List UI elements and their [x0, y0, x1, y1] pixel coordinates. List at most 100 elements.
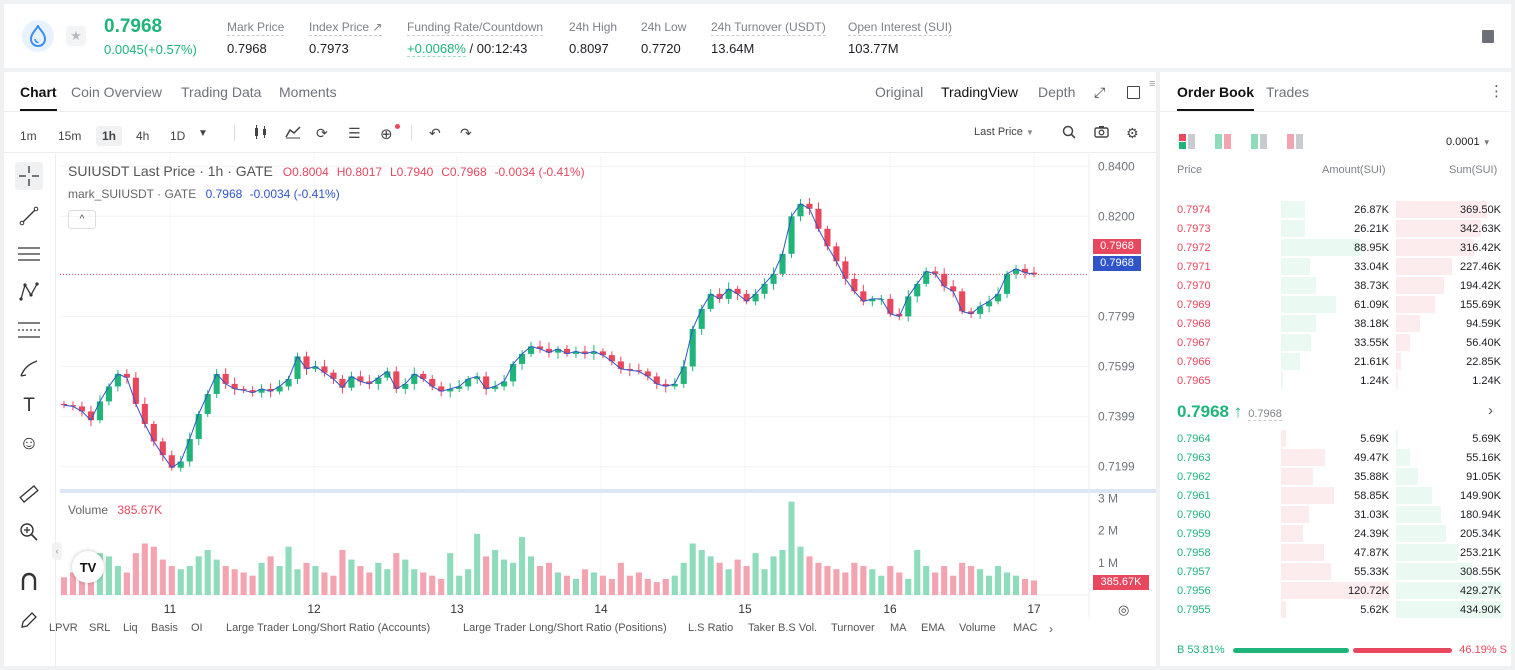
text-tool-icon[interactable]: T [23, 395, 35, 416]
bid-row[interactable]: 0.7955 5.62K 434.90K [1160, 600, 1511, 619]
ask-row[interactable]: 0.7971 33.04K 227.46K [1160, 257, 1511, 276]
indicator-srl[interactable]: SRL [89, 622, 111, 634]
indicator-basis[interactable]: Basis [151, 622, 178, 634]
indicator-lpvr[interactable]: LPVR [49, 622, 78, 634]
indicator-volume[interactable]: Volume [959, 622, 996, 634]
ask-row[interactable]: 0.7969 61.09K 155.69K [1160, 295, 1511, 314]
tab-trades[interactable]: Trades [1266, 84, 1310, 100]
row-price: 0.7973 [1177, 223, 1211, 235]
indicator-ma[interactable]: MA [890, 622, 907, 634]
trend-line-icon[interactable] [15, 202, 43, 230]
ask-row[interactable]: 0.7966 21.61K 22.85K [1160, 352, 1511, 371]
window-icon[interactable] [1127, 86, 1140, 99]
ruler-icon[interactable] [15, 480, 43, 508]
bid-row[interactable]: 0.7959 24.39K 205.34K [1160, 524, 1511, 543]
indicators-icon[interactable] [285, 125, 301, 142]
interval-15m[interactable]: 15m [58, 129, 82, 143]
view-depth[interactable]: Depth [1038, 84, 1076, 100]
layout-split-icon[interactable] [1215, 134, 1231, 154]
more-menu-icon[interactable]: ⋮ [1489, 83, 1504, 100]
bid-row[interactable]: 0.7962 35.88K 91.05K [1160, 467, 1511, 486]
auto-scale-icon[interactable]: ◎ [1118, 602, 1130, 617]
bid-row[interactable]: 0.7963 49.47K 55.16K [1160, 448, 1511, 467]
interval-1m[interactable]: 1m [20, 129, 37, 143]
mid-price[interactable]: 0.7968 ↑ 0.7968 [1177, 402, 1282, 422]
ask-row[interactable]: 0.7970 38.73K 194.42K [1160, 276, 1511, 295]
replay-icon[interactable]: ⟳ [316, 125, 328, 141]
tab-moments[interactable]: Moments [279, 84, 337, 100]
bid-row[interactable]: 0.7964 5.69K 5.69K [1160, 429, 1511, 448]
bid-row[interactable]: 0.7961 58.85K 149.90K [1160, 486, 1511, 505]
interval-dropdown-icon[interactable]: ▼ [198, 128, 208, 139]
view-tradingview[interactable]: TradingView [941, 84, 1019, 100]
pattern-icon[interactable] [15, 278, 43, 306]
ask-row[interactable]: 0.7974 26.87K 369.50K [1160, 200, 1511, 219]
emoji-icon[interactable]: ☺ [19, 433, 39, 454]
row-sum: 316.42K [1460, 242, 1501, 254]
tab-order-book[interactable]: Order Book [1177, 84, 1255, 111]
stat-label[interactable]: Mark Price [227, 20, 285, 36]
zoom-in-icon[interactable] [15, 518, 43, 546]
stat-label[interactable]: Funding Rate/Countdown [407, 20, 544, 36]
layout-both-icon[interactable] [1179, 134, 1195, 154]
add-indicator-icon[interactable]: ⊕ [380, 126, 393, 143]
search-icon[interactable] [1062, 125, 1076, 142]
chevron-right-icon[interactable]: › [1488, 402, 1493, 419]
layout-asks-icon[interactable] [1287, 134, 1303, 154]
ask-row[interactable]: 0.7968 38.18K 94.59K [1160, 314, 1511, 333]
favorite-star-icon[interactable]: ★ [66, 26, 86, 46]
stat-label[interactable]: 24h Turnover (USDT) [711, 20, 826, 36]
ask-row[interactable]: 0.7965 1.24K 1.24K [1160, 371, 1511, 390]
bid-row[interactable]: 0.7956 120.72K 429.27K [1160, 581, 1511, 600]
ask-row[interactable]: 0.7973 26.21K 342.63K [1160, 219, 1511, 238]
indicator-turnover[interactable]: Turnover [831, 622, 875, 634]
view-original[interactable]: Original [875, 84, 924, 100]
ask-row[interactable]: 0.7967 33.55K 56.40K [1160, 333, 1511, 352]
indicator-large-trader-positions[interactable]: Large Trader Long/Short Ratio (Positions… [463, 622, 667, 634]
brush-icon[interactable] [15, 354, 43, 382]
stat-label[interactable]: Open Interest (SUI) [848, 20, 953, 36]
indicator-large-trader-accounts[interactable]: Large Trader Long/Short Ratio (Accounts) [226, 622, 431, 634]
panel-menu-icon[interactable]: ≡ [1149, 78, 1156, 90]
indicator-macd[interactable]: MACD [1013, 622, 1037, 634]
gear-icon[interactable]: ⚙ [1126, 125, 1139, 141]
crosshair-icon[interactable] [15, 162, 43, 190]
fib-icon[interactable] [15, 316, 43, 344]
layout-bids-icon[interactable] [1251, 134, 1267, 154]
volume-tick-label: 2 M [1098, 524, 1118, 538]
collapse-legend-button[interactable]: ^ [68, 210, 96, 229]
indicator-taker-bs-vol[interactable]: Taker B.S Vol. [748, 622, 818, 634]
indicator-ls-ratio[interactable]: L.S Ratio [688, 622, 734, 634]
funding-rate-value[interactable]: +0.0068% [407, 41, 466, 57]
indicator-liq[interactable]: Liq [123, 622, 138, 634]
bid-row[interactable]: 0.7960 31.03K 180.94K [1160, 505, 1511, 524]
tradingview-logo-icon[interactable]: TV [72, 551, 104, 583]
candle-type-icon[interactable] [253, 125, 269, 142]
ask-row[interactable]: 0.7972 88.95K 316.42K [1160, 238, 1511, 257]
book-icon[interactable] [1482, 30, 1494, 43]
templates-icon[interactable]: ☰ [348, 125, 361, 141]
price-chart[interactable]: 0.8400 0.8200 0.7799 0.7599 0.7399 0.7199 11 12… [4, 72, 1156, 666]
interval-1h[interactable]: 1h [96, 126, 123, 146]
camera-icon[interactable] [1094, 125, 1109, 141]
stat-label[interactable]: Index Price ↗ [309, 20, 383, 36]
undo-icon[interactable]: ↶ [429, 125, 441, 141]
indicator-oi[interactable]: OI [191, 622, 203, 634]
bid-row[interactable]: 0.7957 55.33K 308.55K [1160, 562, 1511, 581]
indicator-next-icon[interactable]: › [1049, 622, 1053, 636]
precision-select[interactable]: 0.0001 ▼ [1446, 136, 1491, 148]
redo-icon[interactable]: ↷ [460, 125, 472, 141]
interval-1d[interactable]: 1D [170, 129, 186, 143]
tab-coin-overview[interactable]: Coin Overview [71, 84, 163, 100]
bid-row[interactable]: 0.7958 47.87K 253.21K [1160, 543, 1511, 562]
interval-4h[interactable]: 4h [136, 129, 150, 143]
scroll-left-icon[interactable]: ‹ [52, 542, 62, 560]
horizontal-lines-icon[interactable] [15, 240, 43, 268]
tab-chart[interactable]: Chart [20, 84, 57, 111]
expand-icon[interactable]: ⤢ [1094, 84, 1106, 100]
pencil-lock-icon[interactable] [15, 606, 43, 634]
tab-trading-data[interactable]: Trading Data [181, 84, 262, 100]
indicator-ema[interactable]: EMA [921, 622, 945, 634]
magnet-icon[interactable] [15, 568, 43, 596]
price-type-select[interactable]: Last Price ▼ [974, 126, 1034, 138]
